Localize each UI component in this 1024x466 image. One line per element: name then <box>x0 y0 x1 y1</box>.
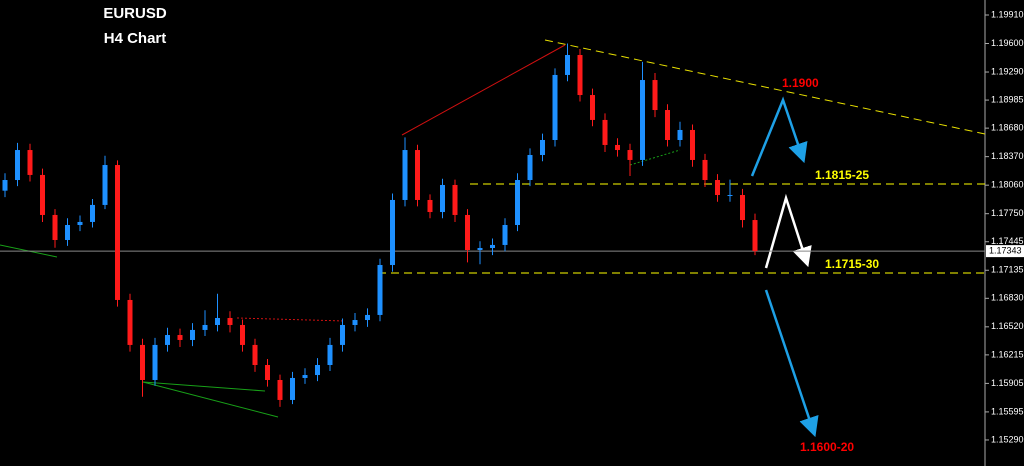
candle-body <box>352 320 358 325</box>
candle-body <box>665 110 670 141</box>
candle-body <box>690 129 695 160</box>
candle-body <box>52 214 58 240</box>
y-tick-label: 1.17750 <box>991 208 1024 218</box>
candle-body <box>65 224 70 240</box>
candle-body <box>140 344 145 380</box>
candle-body <box>277 379 283 400</box>
candle-body <box>640 80 645 160</box>
candle-body <box>15 150 20 181</box>
candle-body <box>315 364 320 376</box>
candle-body <box>402 150 408 200</box>
y-tick-label: 1.15905 <box>991 378 1024 388</box>
candle-body <box>502 224 508 245</box>
candle-body <box>290 377 295 400</box>
candle-body <box>415 150 420 200</box>
level-label: 1.1815-25 <box>815 168 869 182</box>
y-tick-label: 1.15290 <box>991 434 1024 444</box>
candle-body <box>302 375 308 378</box>
candle-body <box>715 180 720 196</box>
candle-body <box>390 199 395 266</box>
candle-body <box>540 140 545 155</box>
candle-body <box>202 324 208 330</box>
candle-body <box>40 174 45 215</box>
trendline <box>142 381 266 392</box>
annotation: 1.1600-20 <box>800 440 854 454</box>
candle-body <box>590 95 595 120</box>
candle-body <box>252 344 258 365</box>
candle-body <box>490 244 495 248</box>
candle-body <box>440 184 445 213</box>
candle-body <box>565 55 570 75</box>
candle-body <box>215 317 220 325</box>
arrow <box>764 193 812 269</box>
candle-body <box>177 335 183 340</box>
candle-body <box>577 55 583 96</box>
candle-body <box>2 180 8 191</box>
y-tick-label: 1.17135 <box>991 265 1024 275</box>
candle-body <box>227 317 233 325</box>
drawings <box>0 39 986 438</box>
candle-body <box>265 364 270 380</box>
candle-body <box>677 129 683 141</box>
y-tick-label: 1.17445 <box>991 236 1024 246</box>
chart-subtitle: H4 Chart <box>104 30 167 47</box>
candle-body <box>627 150 633 160</box>
candle-body <box>427 199 433 213</box>
y-tick-label: 1.15595 <box>991 406 1024 416</box>
candle-body <box>102 165 108 205</box>
chart-title: EURUSD <box>103 5 167 22</box>
trendline <box>142 381 279 418</box>
candle-body <box>77 221 83 225</box>
candle-body <box>702 159 708 181</box>
candle-body <box>552 74 558 141</box>
candle-body <box>90 204 95 222</box>
candle-body <box>240 324 245 345</box>
arrow <box>764 289 819 438</box>
candle-body <box>615 144 620 151</box>
trendline <box>401 44 566 136</box>
last-price-box <box>986 245 1024 258</box>
candle-body <box>652 80 658 111</box>
candle-body <box>152 344 158 380</box>
y-tick-label: 1.16830 <box>991 293 1024 303</box>
y-tick-label: 1.19910 <box>991 9 1024 19</box>
candle-body <box>115 165 120 300</box>
candle-body <box>340 324 345 345</box>
candle-body <box>377 265 383 315</box>
y-tick-label: 1.16215 <box>991 349 1024 359</box>
y-tick-label: 1.18060 <box>991 180 1024 190</box>
candle-body <box>452 184 458 215</box>
candle-body <box>365 314 370 321</box>
candle-body <box>515 180 520 225</box>
candle-body <box>727 195 733 197</box>
annotation: 1.1900 <box>782 76 819 90</box>
candle-body <box>527 154 533 181</box>
candle-body <box>752 220 758 252</box>
y-tick-label: 1.18985 <box>991 94 1024 104</box>
candle-body <box>27 150 33 175</box>
candle-body <box>740 195 745 221</box>
candle-body <box>327 344 333 365</box>
candle-body <box>477 247 483 251</box>
y-tick-label: 1.19600 <box>991 38 1024 48</box>
candle-body <box>190 329 195 340</box>
y-tick-label: 1.19290 <box>991 66 1024 76</box>
y-tick-label: 1.18680 <box>991 123 1024 133</box>
y-tick-label: 1.16520 <box>991 321 1024 331</box>
trendline <box>544 39 986 135</box>
arrow <box>750 96 808 177</box>
candle-body <box>465 214 470 251</box>
candle-body <box>127 299 133 345</box>
level-label: 1.1715-30 <box>825 257 879 271</box>
y-tick-label: 1.18370 <box>991 151 1024 161</box>
candle-body <box>165 335 170 345</box>
trendline <box>629 149 681 166</box>
last-price-label: 1.17343 <box>989 245 1022 255</box>
candle-body <box>602 119 608 145</box>
